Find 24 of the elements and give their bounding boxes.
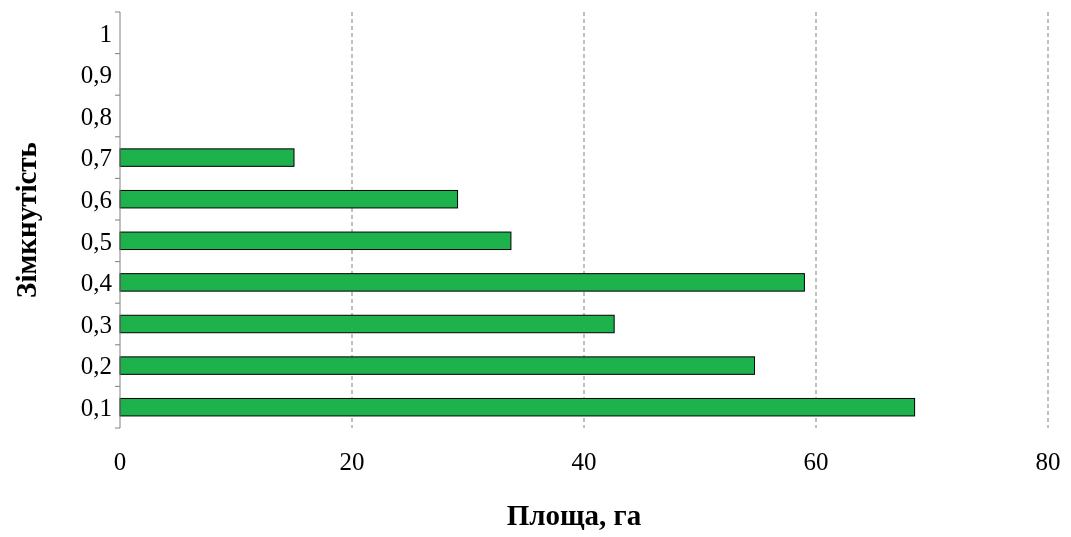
x-tick-label: 40 xyxy=(571,448,597,475)
y-tick-label: 0,4 xyxy=(80,269,113,297)
y-tick-label: 1 xyxy=(99,19,112,47)
x-tick-label: 0 xyxy=(113,448,127,475)
y-tick-label: 0,3 xyxy=(80,310,112,338)
bar xyxy=(119,189,459,209)
bar xyxy=(119,231,512,251)
y-tick-label: 0,9 xyxy=(80,61,112,89)
bar xyxy=(119,148,295,167)
bar xyxy=(119,397,916,417)
y-tick-label: 0,5 xyxy=(80,227,112,255)
y-tick-label: 0,6 xyxy=(80,185,112,213)
bar xyxy=(119,273,805,292)
y-tick-label: 0,1 xyxy=(80,393,112,421)
x-tick-label: 80 xyxy=(1035,448,1061,475)
x-tick-label: 20 xyxy=(339,448,365,475)
y-axis-title: Зімкнутість xyxy=(10,142,42,298)
y-tick-label: 0,8 xyxy=(80,102,112,130)
bar xyxy=(119,356,756,375)
x-axis-title: Площа, га xyxy=(506,499,642,531)
bar xyxy=(119,314,615,334)
y-tick-label: 0,7 xyxy=(80,144,112,172)
y-tick-label: 0,2 xyxy=(80,352,112,380)
x-tick-label: 60 xyxy=(803,448,829,475)
